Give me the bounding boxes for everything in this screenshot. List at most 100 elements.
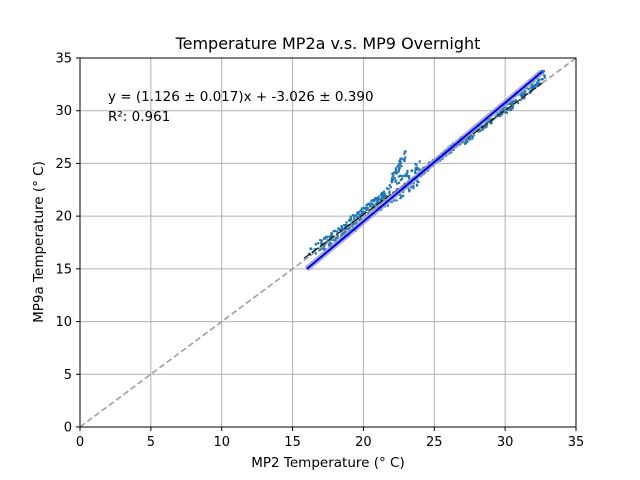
scatter-point xyxy=(532,85,536,88)
scatter-point xyxy=(393,177,397,180)
scatter-point xyxy=(509,106,512,110)
x-tick-label: 25 xyxy=(426,435,443,450)
scatter-point xyxy=(465,139,468,142)
y-tick-label: 25 xyxy=(55,157,72,172)
x-tick-label: 5 xyxy=(147,435,155,450)
scatter-point xyxy=(351,214,355,217)
scatter-point xyxy=(465,141,468,144)
scatter-point xyxy=(382,191,386,195)
scatter-point xyxy=(404,175,407,178)
scatter-point xyxy=(399,178,402,182)
scatter-point xyxy=(335,236,338,239)
scatter-point xyxy=(399,174,402,177)
scatter-point xyxy=(399,159,402,163)
scatter-point xyxy=(400,195,403,199)
scatter-point xyxy=(402,158,405,161)
scatter-point xyxy=(471,135,474,138)
scatter-point xyxy=(383,193,387,196)
scatter-point xyxy=(394,167,397,170)
scatter-point xyxy=(496,112,499,115)
scatter-point xyxy=(372,204,375,207)
scatter-point xyxy=(472,134,475,137)
scatter-point xyxy=(541,70,544,73)
scatter-point xyxy=(330,242,333,245)
scatter-point xyxy=(391,176,394,179)
scatter-point xyxy=(325,235,329,238)
scatter-point xyxy=(330,238,333,241)
scatter-point xyxy=(393,171,396,174)
y-tick-label: 5 xyxy=(64,368,72,383)
scatter-point xyxy=(345,224,348,227)
scatter-point xyxy=(330,232,333,235)
scatter-point xyxy=(399,157,402,161)
scatter-point xyxy=(343,224,346,227)
scatter-point xyxy=(520,92,523,95)
scatter-point xyxy=(391,172,394,175)
scatter-point xyxy=(509,108,512,111)
scatter-point xyxy=(314,242,317,246)
scatter-point xyxy=(384,195,387,198)
scatter-point xyxy=(403,150,406,153)
scatter-point xyxy=(508,102,511,105)
scatter-point xyxy=(318,249,321,252)
r-squared-label: R²: 0.961 xyxy=(108,109,170,125)
scatter-point xyxy=(481,127,485,130)
scatter-point xyxy=(412,184,415,188)
y-tick-label: 10 xyxy=(55,315,72,330)
scatter-point xyxy=(309,253,312,256)
scatter-point xyxy=(408,175,411,178)
scatter-point xyxy=(334,237,337,240)
scatter-point xyxy=(320,248,323,251)
scatter-point xyxy=(369,204,372,208)
scatter-point xyxy=(353,214,356,217)
scatter-point xyxy=(323,247,326,250)
scatter-point xyxy=(500,110,503,113)
scatter-point xyxy=(400,164,403,168)
scatter-point xyxy=(392,199,396,202)
scatter-point xyxy=(360,210,364,213)
scatter-point xyxy=(511,105,514,108)
scatter-point xyxy=(385,187,389,190)
scatter-point xyxy=(505,106,508,109)
scatter-point xyxy=(510,102,513,105)
scatter-point xyxy=(403,159,406,163)
scatter-point xyxy=(365,207,368,210)
scatter-point xyxy=(340,224,343,228)
scatter-point xyxy=(406,174,409,178)
scatter-point xyxy=(408,188,411,192)
scatter-point xyxy=(350,218,353,221)
scatter-point xyxy=(378,198,381,201)
scatter-point xyxy=(355,214,358,217)
scatter-point xyxy=(400,157,403,160)
scatter-point xyxy=(407,177,411,180)
scatter-point xyxy=(402,194,405,197)
y-tick-label: 20 xyxy=(55,210,72,225)
x-tick-label: 0 xyxy=(76,435,84,450)
scatter-point xyxy=(323,237,326,240)
y-tick-label: 30 xyxy=(55,104,72,119)
scatter-point xyxy=(403,174,406,177)
scatter-point xyxy=(448,152,451,155)
scatter-point xyxy=(410,169,413,172)
scatter-point xyxy=(385,195,388,198)
scatter-point xyxy=(485,122,488,125)
scatter-point xyxy=(418,168,421,171)
scatter-point xyxy=(476,128,480,131)
scatter-point xyxy=(362,207,365,210)
scatter-point xyxy=(350,224,354,227)
scatter-point xyxy=(397,181,401,184)
scatter-point xyxy=(450,151,453,154)
scatter-point xyxy=(337,227,340,230)
y-axis-ticks: 0 5 10 15 20 25 30 35 xyxy=(55,52,80,436)
scatter-point xyxy=(397,175,400,178)
scatter-point xyxy=(373,206,377,209)
scatter-point xyxy=(397,170,400,173)
scatter-point xyxy=(395,172,398,175)
scatter-point xyxy=(535,83,538,87)
scatter-point xyxy=(382,194,385,197)
scatter-point xyxy=(386,204,389,207)
scatter-point xyxy=(398,193,401,197)
scatter-point xyxy=(387,187,390,191)
scatter-point xyxy=(354,222,357,225)
scatter-point xyxy=(344,227,347,230)
